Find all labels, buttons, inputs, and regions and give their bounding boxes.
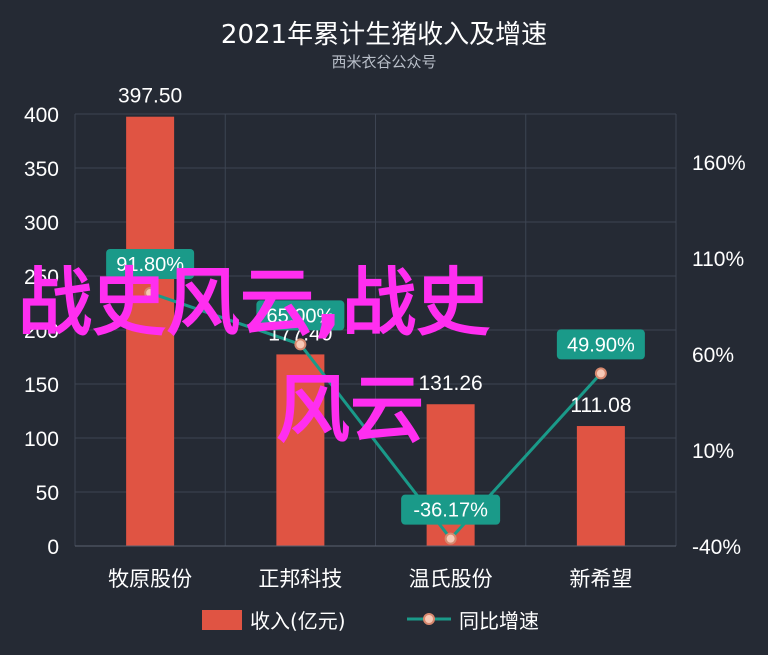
y-left-tick-label: 350 bbox=[24, 158, 59, 181]
x-tick-label: 新希望 bbox=[569, 567, 632, 591]
line-data-label: -36.17% bbox=[413, 500, 488, 522]
growth-line bbox=[144, 286, 607, 545]
legend-bar-swatch bbox=[202, 610, 242, 630]
growth-line-path bbox=[149, 291, 602, 541]
bar-data-label: 131.26 bbox=[419, 372, 483, 395]
y-left-tick-label: 200 bbox=[24, 320, 59, 343]
watermark-text-line1: 战史风云,战史 bbox=[18, 260, 490, 346]
chart-title: 2021年累计生猪收入及增速 bbox=[221, 20, 547, 50]
y-right-tick-label: 10% bbox=[692, 440, 734, 463]
line-label-badge bbox=[106, 248, 195, 279]
line-data-label: 49.90% bbox=[567, 334, 635, 356]
line-data-label: 65.00% bbox=[266, 305, 334, 327]
legend: 收入(亿元) 同比增速 bbox=[202, 609, 539, 633]
legend-line-point bbox=[423, 613, 435, 625]
bar-data-label: 397.50 bbox=[118, 85, 182, 108]
y-right-tick-label: -40% bbox=[692, 536, 741, 559]
watermark: 战史风云,战史 风云 bbox=[18, 260, 490, 453]
y-left-tick-label: 100 bbox=[24, 428, 59, 451]
line-label-badge bbox=[256, 300, 345, 331]
line-data-label: 91.80% bbox=[116, 254, 184, 276]
x-tick-label: 温氏股份 bbox=[409, 567, 493, 591]
y-left-tick-label: 250 bbox=[24, 266, 59, 289]
chart-subtitle: 西米衣谷公众号 bbox=[331, 53, 436, 71]
line-point bbox=[144, 286, 157, 299]
y-left-tick-label: 50 bbox=[36, 482, 59, 505]
line-point bbox=[594, 367, 607, 380]
bar bbox=[576, 426, 625, 546]
y-right-tick-label: 60% bbox=[692, 344, 734, 367]
bar bbox=[426, 404, 475, 546]
y-left-tick-label: 150 bbox=[24, 374, 59, 397]
y-left-tick-label: 400 bbox=[24, 104, 59, 127]
line-label-badge bbox=[556, 329, 645, 360]
line-label-badge bbox=[401, 494, 501, 525]
y-left-tick-label: 0 bbox=[47, 536, 59, 559]
bar-data-label: 111.08 bbox=[570, 394, 631, 417]
line-point bbox=[294, 338, 307, 351]
axes: 0 50 100 150 200 250 300 350 400 -40% 10% 60% 110% 16… bbox=[24, 104, 746, 591]
bar bbox=[126, 116, 175, 546]
y-right-tick-label: 110% bbox=[692, 248, 744, 271]
legend-line-label: 同比增速 bbox=[459, 609, 539, 633]
bar bbox=[276, 354, 325, 546]
y-left-tick-label: 300 bbox=[24, 212, 59, 235]
x-tick-label: 正邦科技 bbox=[258, 567, 342, 591]
line-point bbox=[444, 532, 457, 545]
watermark-text-line2: 风云 bbox=[276, 367, 424, 453]
data-labels: 397.50177.40131.26111.0891.80%65.00%-36.… bbox=[106, 85, 645, 525]
y-right-tick-label: 160% bbox=[692, 152, 746, 175]
x-tick-label: 牧原股份 bbox=[108, 567, 192, 591]
legend-bar-label: 收入(亿元) bbox=[250, 609, 346, 633]
